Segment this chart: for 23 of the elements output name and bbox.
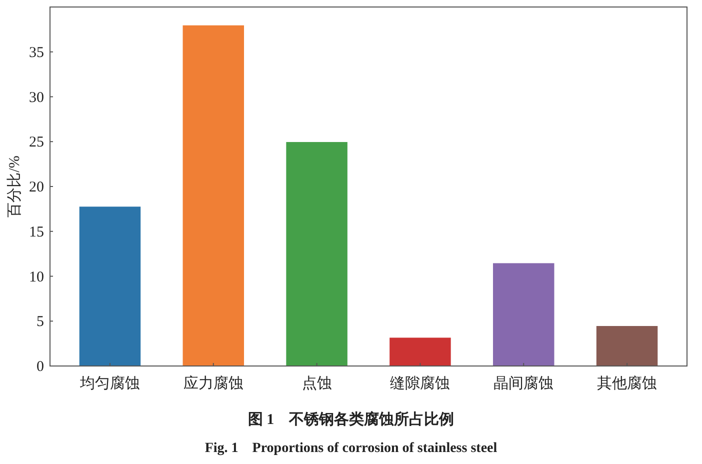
text: Fig. 1 Proportions of corrosion of stainless steel [204, 441, 498, 456]
bar [596, 325, 658, 366]
y-tick-label: 20 [29, 180, 44, 196]
text: 图 1 不锈钢各类腐蚀所占比例 [248, 410, 454, 428]
x-tick-label: 缝隙腐蚀 [390, 375, 450, 392]
y-tick-label: 15 [29, 224, 44, 240]
x-tick-label: 应力腐蚀 [183, 375, 244, 392]
bar [285, 141, 348, 366]
y-axis-title: 百分比/% [6, 156, 23, 218]
y-tick-label: 0 [36, 359, 44, 375]
x-tick-label: 均匀腐蚀 [78, 375, 140, 392]
y-tick-label: 25 [29, 134, 44, 151]
y-tick-label: 5 [36, 314, 44, 330]
y-tick-label: 30 [29, 90, 44, 106]
bar [492, 262, 556, 366]
x-tick-label: 点蚀 [302, 375, 332, 392]
x-tick-label: 其他腐蚀 [597, 375, 658, 392]
x-tick-label: 晶间腐蚀 [494, 375, 554, 392]
y-tick-label: 35 [29, 44, 44, 61]
bar [388, 336, 452, 366]
bar [78, 206, 142, 366]
y-tick-label: 10 [29, 269, 44, 286]
bar [182, 24, 245, 366]
